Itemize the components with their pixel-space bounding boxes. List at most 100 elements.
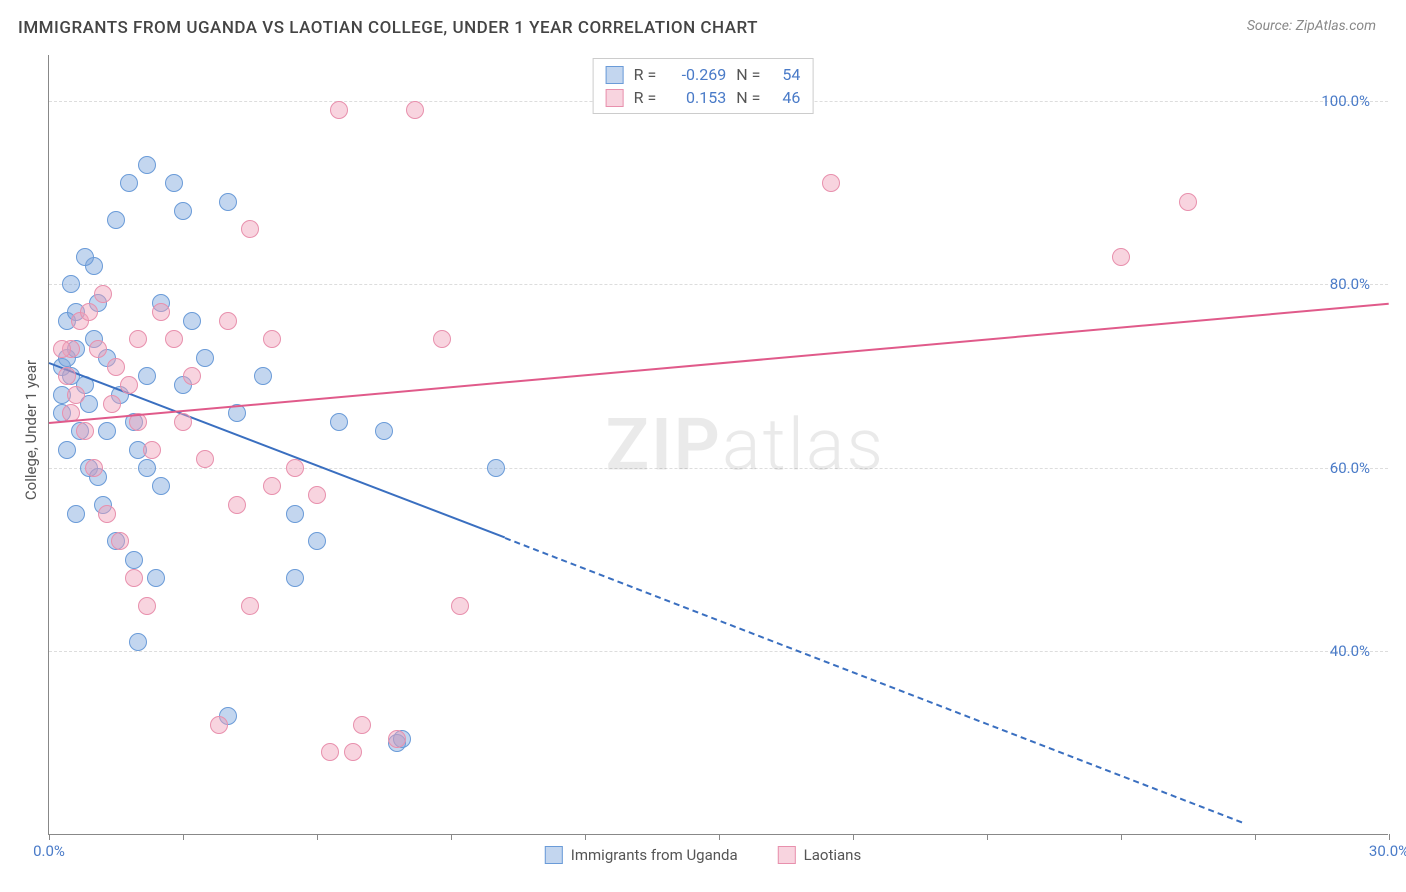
data-point (107, 211, 125, 229)
data-point (1179, 193, 1197, 211)
data-point (152, 477, 170, 495)
data-point (58, 367, 76, 385)
x-tick (451, 834, 452, 840)
data-point (254, 367, 272, 385)
data-point (263, 330, 281, 348)
data-point (53, 340, 71, 358)
y-tick-label: 80.0% (1330, 275, 1370, 293)
r-label: R = (634, 88, 657, 107)
legend-swatch-uganda-bottom (545, 846, 563, 864)
data-point (353, 716, 371, 734)
data-point (308, 532, 326, 550)
data-point (62, 275, 80, 293)
data-point (196, 349, 214, 367)
legend-row-laotians: R = 0.153 N = 46 (606, 86, 801, 109)
legend-label-uganda: Immigrants from Uganda (571, 846, 738, 864)
data-point (152, 303, 170, 321)
plot-area: ZIPatlas 40.0%60.0%80.0%100.0%0.0%30.0% (48, 55, 1388, 835)
data-point (433, 330, 451, 348)
x-tick (987, 834, 988, 840)
legend-swatch-uganda (606, 66, 624, 84)
data-point (120, 174, 138, 192)
data-point (822, 174, 840, 192)
x-tick (853, 834, 854, 840)
r-value-laotians: 0.153 (666, 88, 726, 107)
y-tick-label: 60.0% (1330, 459, 1370, 477)
data-point (308, 486, 326, 504)
data-point (375, 422, 393, 440)
x-tick (1255, 834, 1256, 840)
data-point (286, 505, 304, 523)
n-value-laotians: 46 (770, 88, 800, 107)
source-label: Source: ZipAtlas.com (1247, 18, 1376, 34)
legend-item-uganda: Immigrants from Uganda (545, 846, 738, 864)
n-label: N = (736, 65, 760, 84)
data-point (210, 716, 228, 734)
chart-title: IMMIGRANTS FROM UGANDA VS LAOTIAN COLLEG… (18, 18, 758, 38)
data-point (219, 193, 237, 211)
data-point (241, 220, 259, 238)
data-point (147, 569, 165, 587)
data-point (183, 312, 201, 330)
x-tick (183, 834, 184, 840)
x-tick (719, 834, 720, 840)
y-tick-label: 40.0% (1330, 642, 1370, 660)
data-point (406, 101, 424, 119)
data-point (67, 386, 85, 404)
legend-label-laotians: Laotians (804, 846, 862, 864)
n-value-uganda: 54 (770, 65, 800, 84)
watermark: ZIPatlas (606, 402, 886, 487)
data-point (138, 597, 156, 615)
x-tick-label: 30.0% (1369, 842, 1406, 860)
gridline (49, 651, 1388, 652)
r-value-uganda: -0.269 (666, 65, 726, 84)
data-point (174, 202, 192, 220)
data-point (67, 505, 85, 523)
data-point (196, 450, 214, 468)
legend-row-uganda: R = -0.269 N = 54 (606, 63, 801, 86)
data-point (80, 303, 98, 321)
data-point (330, 101, 348, 119)
data-point (58, 441, 76, 459)
data-point (330, 413, 348, 431)
data-point (219, 312, 237, 330)
data-point (174, 413, 192, 431)
gridline (49, 284, 1388, 285)
data-point (138, 156, 156, 174)
data-point (107, 358, 125, 376)
data-point (94, 285, 112, 303)
data-point (286, 459, 304, 477)
watermark-light: atlas (722, 402, 885, 487)
x-tick (1389, 834, 1390, 840)
x-tick (317, 834, 318, 840)
y-axis-label: College, Under 1 year (22, 360, 40, 500)
data-point (125, 551, 143, 569)
data-point (1112, 248, 1130, 266)
data-point (111, 532, 129, 550)
legend-swatch-laotians-bottom (778, 846, 796, 864)
data-point (388, 730, 406, 748)
data-point (286, 569, 304, 587)
data-point (85, 459, 103, 477)
legend-series: Immigrants from Uganda Laotians (545, 846, 861, 864)
data-point (98, 505, 116, 523)
watermark-bold: ZIP (606, 402, 722, 487)
data-point (138, 459, 156, 477)
data-point (165, 330, 183, 348)
legend-correlation: R = -0.269 N = 54 R = 0.153 N = 46 (593, 58, 814, 114)
x-tick (49, 834, 50, 840)
r-label: R = (634, 65, 657, 84)
trend-line (49, 303, 1389, 424)
data-point (263, 477, 281, 495)
x-tick (1121, 834, 1122, 840)
data-point (103, 395, 121, 413)
data-point (98, 422, 116, 440)
data-point (487, 459, 505, 477)
legend-swatch-laotians (606, 89, 624, 107)
data-point (129, 633, 147, 651)
y-tick-label: 100.0% (1321, 92, 1370, 110)
data-point (321, 743, 339, 761)
data-point (451, 597, 469, 615)
data-point (76, 422, 94, 440)
data-point (344, 743, 362, 761)
